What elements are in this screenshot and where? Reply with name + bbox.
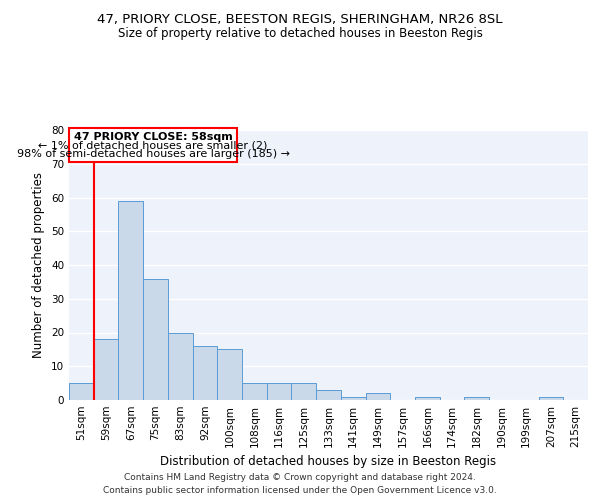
Bar: [69, 383, 94, 400]
Bar: [94, 339, 118, 400]
Bar: [118, 201, 143, 400]
Bar: [168, 332, 193, 400]
Text: Contains public sector information licensed under the Open Government Licence v3: Contains public sector information licen…: [103, 486, 497, 495]
Text: 98% of semi-detached houses are larger (185) →: 98% of semi-detached houses are larger (…: [17, 148, 290, 158]
Bar: [292, 383, 316, 400]
Bar: [415, 396, 440, 400]
Bar: [143, 278, 168, 400]
Text: 47, PRIORY CLOSE, BEESTON REGIS, SHERINGHAM, NR26 8SL: 47, PRIORY CLOSE, BEESTON REGIS, SHERING…: [97, 12, 503, 26]
Bar: [267, 383, 292, 400]
Bar: [217, 350, 242, 400]
Bar: [193, 346, 217, 400]
Bar: [316, 390, 341, 400]
Bar: [464, 396, 489, 400]
FancyBboxPatch shape: [69, 128, 237, 162]
Bar: [365, 393, 390, 400]
Bar: [539, 396, 563, 400]
Y-axis label: Number of detached properties: Number of detached properties: [32, 172, 46, 358]
Bar: [341, 396, 365, 400]
Text: Contains HM Land Registry data © Crown copyright and database right 2024.: Contains HM Land Registry data © Crown c…: [124, 474, 476, 482]
Text: Size of property relative to detached houses in Beeston Regis: Size of property relative to detached ho…: [118, 28, 482, 40]
Text: 47 PRIORY CLOSE: 58sqm: 47 PRIORY CLOSE: 58sqm: [74, 132, 232, 141]
Bar: [242, 383, 267, 400]
X-axis label: Distribution of detached houses by size in Beeston Regis: Distribution of detached houses by size …: [160, 456, 497, 468]
Text: ← 1% of detached houses are smaller (2): ← 1% of detached houses are smaller (2): [38, 140, 268, 150]
